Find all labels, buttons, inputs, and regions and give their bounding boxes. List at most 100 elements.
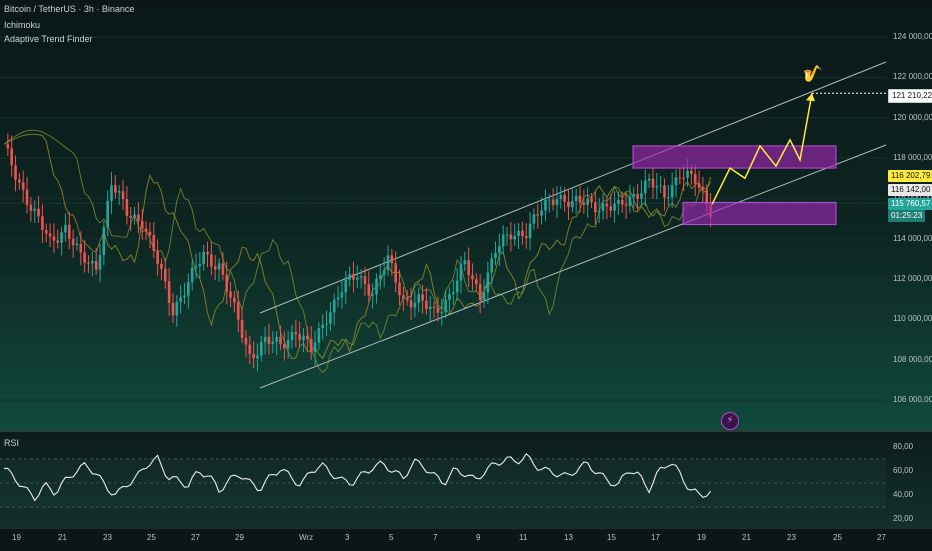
- candle-body: [382, 270, 386, 275]
- candle-body: [532, 214, 536, 224]
- price-axis-label: 124 000,00: [893, 32, 932, 41]
- pane-separator[interactable]: [0, 430, 932, 432]
- time-axis-label: 21: [58, 533, 67, 542]
- candle-body: [91, 260, 94, 264]
- price-axis-label: 118 000,00: [893, 153, 932, 162]
- price-axis-label: 106 000,00: [893, 395, 932, 404]
- candle-body: [102, 227, 106, 256]
- candle-body: [505, 234, 509, 236]
- candle-body: [617, 199, 620, 204]
- candle-body: [402, 295, 405, 299]
- rsi-line: [3, 452, 712, 502]
- candle-body: [551, 199, 555, 206]
- candle-body: [486, 272, 490, 293]
- candle-body: [271, 341, 275, 344]
- candle-body: [41, 216, 44, 230]
- projection-arrowhead: [806, 93, 815, 102]
- candle-body: [578, 195, 582, 203]
- indicator-rsi[interactable]: RSI: [4, 438, 20, 448]
- candle-body: [329, 312, 332, 324]
- candle-body: [444, 299, 447, 312]
- rsi-axis-label: 40,00: [893, 490, 914, 499]
- candle-body: [110, 185, 113, 201]
- time-axis-label: 15: [607, 533, 616, 542]
- candle-body: [555, 198, 559, 206]
- candle-body: [317, 327, 321, 343]
- candle-body: [267, 336, 271, 344]
- candle-body: [332, 299, 336, 313]
- candle-body: [75, 243, 79, 246]
- indicator-ichimoku[interactable]: Ichimoku: [4, 20, 41, 30]
- candle-body: [478, 284, 482, 301]
- time-axis-label: 25: [147, 533, 156, 542]
- time-axis[interactable]: [0, 528, 932, 551]
- candle-body: [129, 215, 133, 219]
- candle-body: [275, 336, 278, 342]
- candle-body: [451, 292, 455, 295]
- candle-body: [156, 250, 159, 264]
- candle-body: [213, 266, 217, 270]
- time-axis-label: 11: [519, 533, 528, 542]
- candle-body: [6, 144, 10, 149]
- candle-body: [286, 339, 290, 349]
- price-axis-label: 122 000,00: [893, 72, 932, 82]
- indicator-adaptive-trend-finder[interactable]: Adaptive Trend Finder: [4, 34, 93, 44]
- rsi-pane[interactable]: [0, 432, 932, 528]
- candle-body: [21, 182, 25, 190]
- candle-body: [693, 174, 697, 184]
- candle-body: [632, 193, 636, 197]
- candle-body: [674, 177, 678, 186]
- time-axis-label: 25: [833, 533, 842, 542]
- candle-body: [179, 297, 182, 302]
- candle-body: [536, 214, 540, 216]
- lightning-icon[interactable]: ⚡: [721, 412, 739, 430]
- candle-body: [590, 198, 593, 203]
- candle-body: [206, 251, 209, 255]
- candle-body: [501, 234, 505, 247]
- candle-body: [701, 187, 705, 191]
- candle-body: [279, 336, 282, 345]
- candle-body: [225, 274, 229, 292]
- candle-body: [313, 342, 317, 353]
- candle-body: [148, 231, 152, 236]
- price-tag-yellow: 116 202,79: [888, 170, 932, 182]
- candle-body: [379, 274, 382, 279]
- candle-body: [44, 229, 48, 234]
- candle-body: [163, 268, 167, 282]
- candle-body: [240, 319, 244, 338]
- candle-body: [471, 275, 474, 280]
- candle-body: [613, 203, 616, 211]
- last-price-tag: 115 760,57: [888, 198, 932, 210]
- candle-body: [83, 252, 86, 263]
- bar-countdown: 01:25:23: [888, 210, 926, 222]
- candle-body: [540, 210, 543, 216]
- candle-body: [14, 165, 17, 180]
- candle-body: [448, 294, 451, 300]
- time-axis-label: 7: [433, 533, 438, 542]
- candle-body: [248, 344, 252, 354]
- time-axis-label: 3: [345, 533, 350, 542]
- candle-body: [663, 185, 666, 198]
- candle-body: [52, 236, 56, 241]
- candle-body: [263, 336, 267, 343]
- candle-body: [94, 260, 98, 270]
- price-tag-white: 116 142,00: [888, 184, 932, 196]
- candle-body: [10, 148, 13, 166]
- candle-body: [244, 337, 248, 345]
- candle-body: [567, 201, 570, 208]
- candle-body: [106, 200, 109, 228]
- candle-body: [355, 277, 359, 280]
- candle-body: [686, 170, 689, 179]
- candle-body: [594, 202, 597, 213]
- candle-body: [87, 262, 90, 264]
- candle-body: [229, 291, 232, 298]
- symbol-title[interactable]: Bitcoin / TetherUS · 3h · Binance: [4, 4, 135, 14]
- rsi-band: [0, 459, 886, 507]
- candle-body: [521, 230, 524, 236]
- candle-body: [217, 263, 221, 270]
- candle-body: [137, 214, 140, 222]
- candle-body: [133, 214, 136, 219]
- candle-body: [233, 297, 236, 303]
